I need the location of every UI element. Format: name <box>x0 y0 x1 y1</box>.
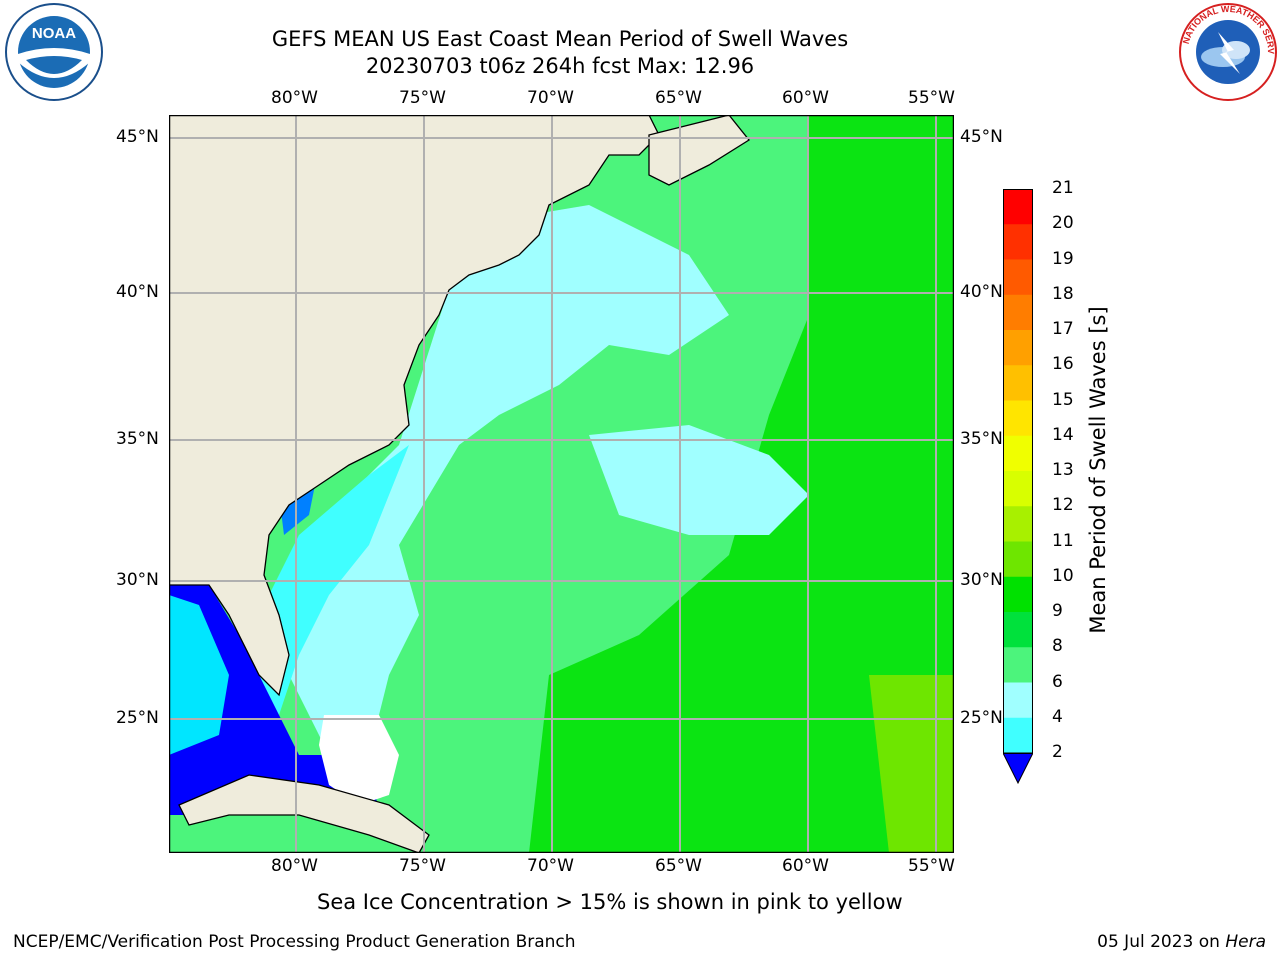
colorbar-tick-label: 16 <box>1052 354 1074 375</box>
lon-label-top: 75°W <box>399 88 446 108</box>
lat-label-right: 30°N <box>960 570 1003 590</box>
nws-logo-icon: NATIONAL WEATHER SERVICE <box>1178 2 1277 101</box>
colorbar-band <box>1003 506 1033 542</box>
colorbar-tick-label: 15 <box>1052 389 1074 410</box>
colorbar-tick-label: 9 <box>1052 601 1063 621</box>
colorbar-tick-label: 2 <box>1052 742 1063 762</box>
footer-date: 05 Jul 2023 on Hera <box>1097 932 1266 952</box>
gulf-cyan <box>169 595 229 755</box>
svg-text:NOAA: NOAA <box>32 25 76 42</box>
colorbar-band <box>1003 400 1033 437</box>
lat-label-left: 40°N <box>116 282 159 302</box>
colorbar-tick-label: 17 <box>1052 319 1074 339</box>
colorbar-tick-label: 20 <box>1052 213 1074 234</box>
colorbar-extension <box>1003 752 1033 784</box>
colorbar-band <box>1003 224 1033 260</box>
graticule <box>169 115 954 853</box>
lon-label-top: 80°W <box>271 88 318 108</box>
lat-label-right: 45°N <box>960 127 1003 147</box>
colorbar-band <box>1003 330 1033 366</box>
lon-label-top: 65°W <box>655 88 702 108</box>
lon-label-bottom: 65°W <box>655 856 702 876</box>
lat-label-left: 25°N <box>116 708 159 728</box>
chart-title: GEFS MEAN US East Coast Mean Period of S… <box>271 27 849 51</box>
colorbar-tick-label: 11 <box>1052 530 1074 551</box>
colorbar-band <box>1003 471 1033 507</box>
lon-label-top: 55°W <box>908 88 955 108</box>
colorbar-tick-label: 19 <box>1052 248 1074 269</box>
colorbar-tick-label: 14 <box>1052 424 1074 445</box>
lat-label-left: 30°N <box>116 570 159 590</box>
noaa-logo-icon: NOAA <box>5 3 103 101</box>
colorbar-band <box>1003 365 1033 401</box>
colorbar-tick-label: 10 <box>1052 565 1074 586</box>
footer-producer: NCEP/EMC/Verification Post Processing Pr… <box>13 932 576 952</box>
lon-label-bottom: 75°W <box>399 856 446 876</box>
swell-contour-11s <box>529 115 954 853</box>
map-panel <box>168 114 955 854</box>
colorbar-band <box>1003 189 1033 225</box>
swell-period-map <box>168 114 955 854</box>
colorbar-tick-label: 8 <box>1052 636 1063 657</box>
colorbar-band <box>1003 612 1033 648</box>
colorbar-tick-label: 4 <box>1052 706 1063 727</box>
colorbar-band <box>1003 259 1033 296</box>
colorbar-band <box>1003 682 1033 719</box>
land-nova-scotia <box>648 115 750 186</box>
lon-label-bottom: 60°W <box>782 856 829 876</box>
swell-contour-9s-east <box>589 425 809 535</box>
land-north-america <box>169 115 660 697</box>
lon-label-bottom: 55°W <box>908 856 955 876</box>
colorbar-tick-label: 13 <box>1052 460 1074 480</box>
lon-label-top: 60°W <box>782 88 829 108</box>
colorbar-band <box>1003 717 1033 754</box>
colorbar-band <box>1003 435 1033 472</box>
colorbar-label: Mean Period of Swell Waves [s] <box>1086 306 1110 634</box>
lat-label-left: 45°N <box>116 127 159 147</box>
colorbar-band <box>1003 294 1033 331</box>
no-data-area <box>319 715 399 805</box>
lon-label-bottom: 80°W <box>271 856 318 876</box>
lon-label-top: 70°W <box>527 88 574 108</box>
colorbar-tick-label: 6 <box>1052 671 1063 692</box>
colorbar-tick-label: 12 <box>1052 495 1074 516</box>
swell-contour-9s <box>279 205 729 755</box>
lat-label-right: 40°N <box>960 282 1003 302</box>
chart-subtitle: 20230703 t06z 264h fcst Max: 12.96 <box>365 54 755 78</box>
colorbar-band <box>1003 576 1033 613</box>
lon-label-bottom: 70°W <box>527 856 574 876</box>
colorbar-tick-label: 21 <box>1052 178 1074 198</box>
colorbar <box>1003 189 1033 784</box>
colorbar-band <box>1003 541 1033 578</box>
map-frame <box>168 114 955 854</box>
lat-label-left: 35°N <box>116 429 159 449</box>
colorbar-band <box>1003 647 1033 683</box>
lat-label-right: 35°N <box>960 429 1003 449</box>
lat-label-right: 25°N <box>960 708 1003 728</box>
sea-ice-note: Sea Ice Concentration > 15% is shown in … <box>317 890 903 914</box>
colorbar-tick-label: 18 <box>1052 283 1074 304</box>
